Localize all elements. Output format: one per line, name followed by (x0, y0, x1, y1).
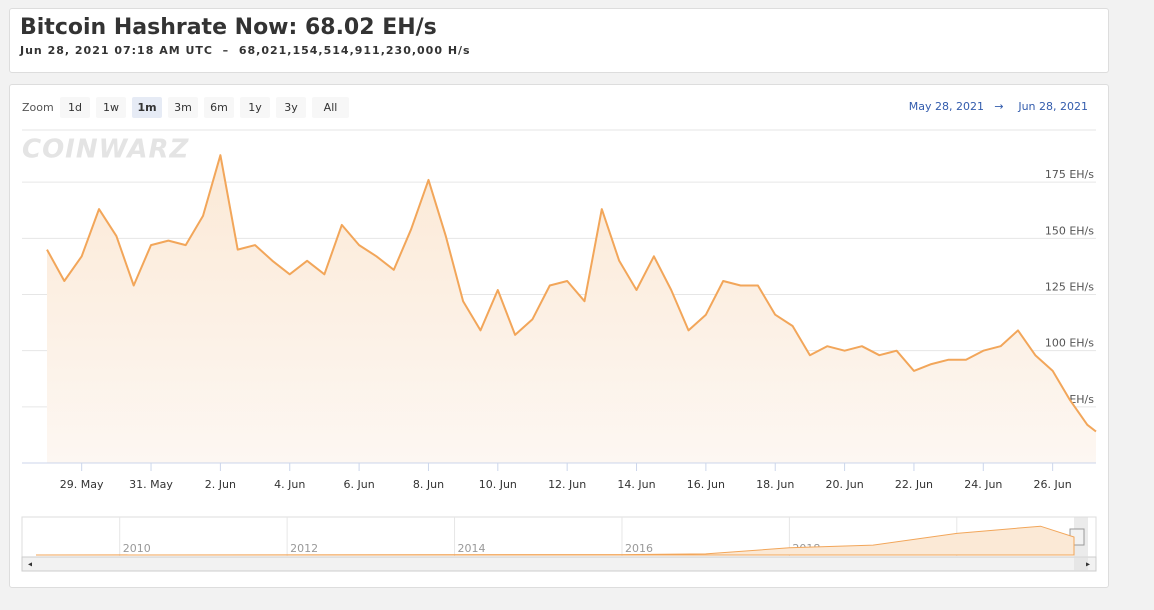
zoom-button[interactable] (312, 97, 349, 118)
x-tick-label: 18. Jun (756, 478, 794, 491)
zoom-button[interactable] (96, 97, 126, 118)
zoom-button-label[interactable]: 1m (137, 101, 156, 114)
zoom-button[interactable] (168, 97, 198, 118)
zoom-button-label[interactable]: 3y (284, 101, 298, 114)
zoom-button-label[interactable]: 1w (103, 101, 119, 114)
x-tick-label: 6. Jun (344, 478, 375, 491)
x-tick-label: 22. Jun (895, 478, 933, 491)
navigator-tick-label: 2016 (625, 542, 653, 555)
y-tick-label: 125 EH/s (1045, 281, 1094, 294)
subtitle: Jun 28, 2021 07:18 AM UTC – 68,021,154,5… (20, 44, 1098, 57)
range-from: May 28, 2021 (909, 100, 984, 113)
x-tick-label: 20. Jun (825, 478, 863, 491)
timestamp: Jun 28, 2021 07:18 AM UTC (20, 44, 213, 57)
zoom-button[interactable] (240, 97, 270, 118)
zoom-button-label[interactable]: All (324, 101, 338, 114)
x-tick-label: 2. Jun (205, 478, 236, 491)
scroll-right[interactable]: ▸ (1086, 560, 1090, 569)
x-tick-label: 31. May (129, 478, 173, 491)
x-tick-label: 10. Jun (479, 478, 517, 491)
zoom-button-label[interactable]: 6m (210, 101, 228, 114)
x-tick-label: 26. Jun (1034, 478, 1072, 491)
zoom-button-label[interactable]: 1y (248, 101, 262, 114)
full-value: 68,021,154,514,911,230,000 H/s (238, 44, 471, 57)
zoom-button[interactable] (132, 97, 162, 118)
header-card: Bitcoin Hashrate Now: 68.02 EH/s Jun 28,… (9, 8, 1109, 73)
x-tick-label: 16. Jun (687, 478, 725, 491)
range-arrow: → (994, 100, 1003, 113)
navigator-area (35, 525, 1075, 556)
navigator-tick-label: 2010 (123, 542, 151, 555)
x-tick-label: 14. Jun (617, 478, 655, 491)
zoom-button[interactable] (204, 97, 234, 118)
range-to: Jun 28, 2021 (1017, 100, 1088, 113)
area (47, 155, 1096, 463)
zoom-button-label[interactable]: 1d (68, 101, 82, 114)
zoom-label: Zoom (22, 101, 54, 114)
x-tick-label: 4. Jun (274, 478, 305, 491)
scroll-left[interactable]: ◂ (28, 560, 32, 569)
zoom-button-label[interactable]: 3m (174, 101, 192, 114)
y-tick-label: 175 EH/s (1045, 168, 1094, 181)
title: Bitcoin Hashrate Now: 68.02 EH/s (20, 15, 437, 40)
separator: – (222, 44, 230, 57)
line (46, 154, 1097, 433)
x-tick-label: 8. Jun (413, 478, 444, 491)
x-tick-label: 29. May (60, 478, 104, 491)
scrollbar[interactable] (21, 556, 1097, 572)
header: Bitcoin Hashrate Now: 68.02 EH/s Jun 28,… (10, 9, 1108, 63)
y-tick-label: 150 EH/s (1045, 224, 1094, 237)
watermark: COINWARZ (22, 135, 190, 165)
zoom-button[interactable] (60, 97, 90, 118)
navigator-tick-label: 2014 (458, 542, 486, 555)
navigator-tick-label: 2012 (290, 542, 318, 555)
x-tick-label: 12. Jun (548, 478, 586, 491)
x-tick-label: 24. Jun (964, 478, 1002, 491)
y-tick-label: 100 EH/s (1045, 337, 1094, 350)
zoom-button[interactable] (276, 97, 306, 118)
